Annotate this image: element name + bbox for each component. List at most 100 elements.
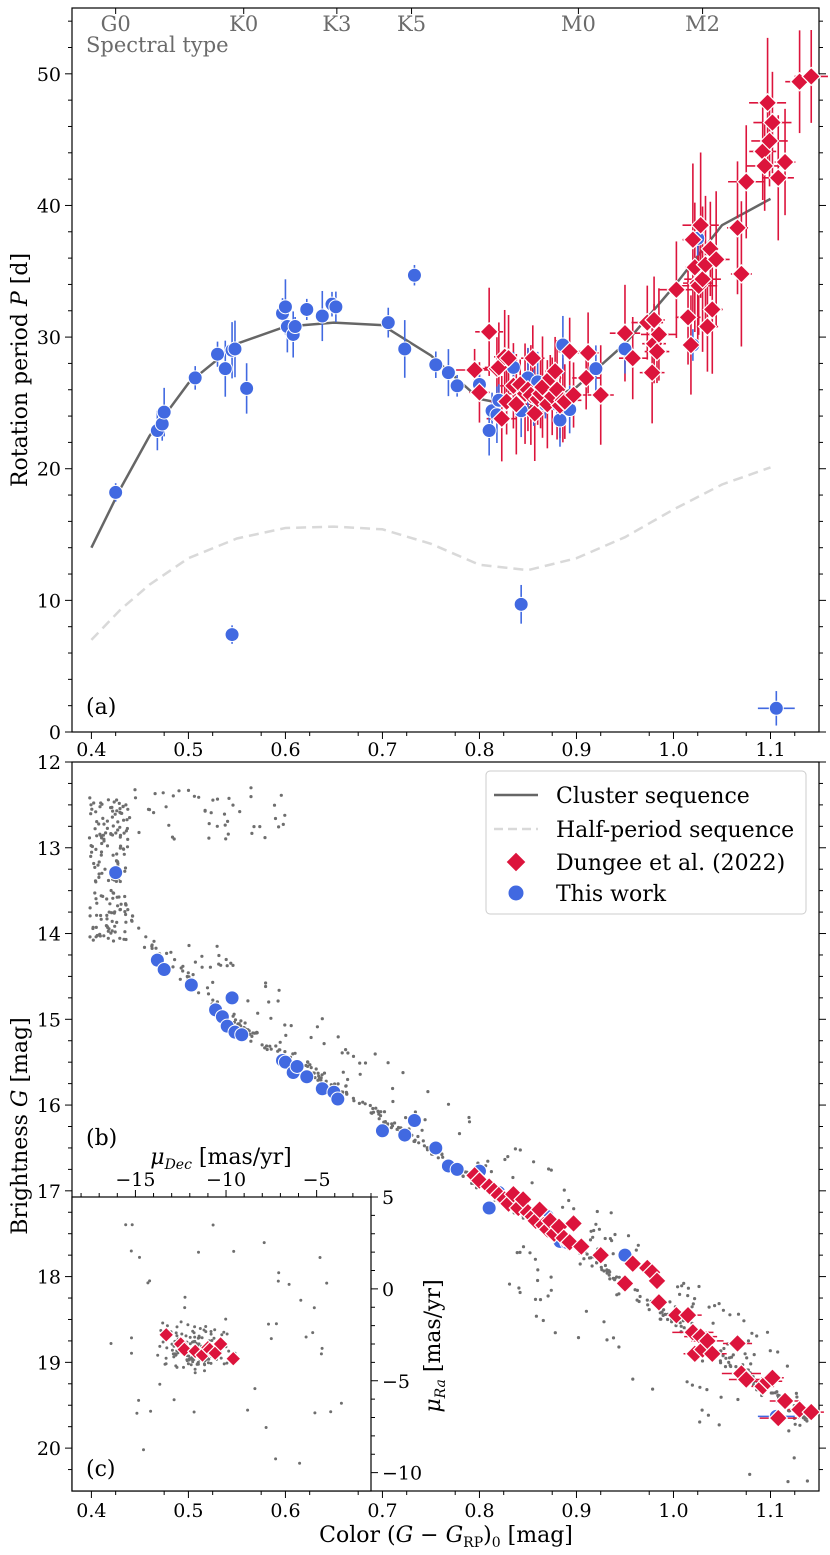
cluster-member-point <box>518 1250 522 1254</box>
spectral-type-label: K3 <box>322 12 351 36</box>
cluster-member-point <box>562 1188 566 1192</box>
cluster-member-point <box>197 1335 201 1339</box>
cluster-member-point <box>204 1325 208 1328</box>
cluster-member-point <box>358 1072 362 1076</box>
cluster-member-point <box>513 1147 518 1151</box>
panel-a-y-label-suffix: [d] <box>8 253 33 291</box>
cluster-member-point <box>284 1033 288 1037</box>
cluster-member-point <box>117 895 121 899</box>
cluster-member-point <box>149 1409 153 1413</box>
cluster-member-point <box>187 1354 191 1358</box>
cluster-member-point <box>613 1276 617 1281</box>
cluster-member-point <box>98 805 102 809</box>
cluster-member-point <box>231 963 235 968</box>
cluster-member-point <box>123 894 127 899</box>
cluster-member-point <box>521 1245 526 1249</box>
cluster-member-point <box>317 1074 321 1078</box>
cluster-member-point <box>125 845 130 849</box>
cluster-member-point <box>222 1362 226 1366</box>
panel-b-label: (b) <box>86 1126 117 1151</box>
this-work-point <box>380 315 396 331</box>
cluster-member-point <box>391 1086 395 1091</box>
cluster-member-point <box>148 1279 152 1283</box>
cluster-member-point <box>152 811 156 815</box>
panel-b-y-label-suffix: [mag] <box>8 1017 33 1089</box>
cluster-member-point <box>283 1023 287 1027</box>
dungee-point <box>681 335 701 355</box>
cluster-member-point <box>211 798 215 802</box>
cluster-member-point <box>146 1281 150 1285</box>
cluster-member-point <box>590 1264 594 1268</box>
dungee-point <box>157 1326 175 1344</box>
this-work-point <box>183 977 199 993</box>
cluster-member-point <box>798 1423 802 1427</box>
cluster-member-point <box>602 1320 606 1324</box>
cluster-member-point <box>126 807 130 811</box>
cluster-member-point <box>743 1352 747 1356</box>
cluster-member-point <box>304 1335 308 1339</box>
this-work-point <box>287 319 303 335</box>
cluster-member-point <box>100 871 104 875</box>
cluster-member-point <box>785 1364 790 1368</box>
cluster-member-point <box>116 904 120 908</box>
cluster-member-point <box>440 1152 444 1157</box>
cluster-member-point <box>183 1295 187 1299</box>
cluster-member-point <box>391 1099 395 1104</box>
cluster-member-point <box>186 1323 190 1327</box>
cluster-member-point <box>538 1298 543 1302</box>
cluster-member-point <box>268 1044 272 1048</box>
cluster-member-point <box>446 1102 451 1106</box>
cluster-member-point <box>339 1401 343 1405</box>
cluster-member-point <box>728 1313 732 1317</box>
cluster-member-point <box>589 1229 593 1233</box>
cluster-member-point <box>549 1288 553 1292</box>
cluster-member-point <box>89 812 93 816</box>
cluster-member-point <box>717 1423 721 1427</box>
cluster-member-point <box>345 1091 349 1095</box>
cluster-member-point <box>184 1334 188 1338</box>
cluster-member-point <box>773 1391 777 1395</box>
cluster-member-point <box>209 1361 213 1365</box>
cluster-member-point <box>180 1332 184 1336</box>
cluster-member-point <box>172 1355 176 1359</box>
cluster-member-point <box>133 796 138 800</box>
cluster-member-point <box>217 953 221 958</box>
cluster-member-point <box>94 847 98 852</box>
panel-b-y-label-prefix: Brightness <box>8 1107 33 1235</box>
cluster-member-point <box>152 939 156 943</box>
this-work-point <box>428 357 444 373</box>
cluster-member-point <box>311 1331 315 1335</box>
cluster-member-point <box>164 1356 168 1360</box>
cluster-member-point <box>299 1298 303 1302</box>
cluster-member-point <box>578 1262 582 1266</box>
cluster-member-point <box>336 1082 340 1086</box>
cluster-member-point <box>108 902 112 906</box>
legend-dungee-marker <box>505 851 527 873</box>
cluster-member-point <box>417 1141 421 1145</box>
cluster-member-point <box>748 1472 752 1476</box>
cluster-member-point <box>700 1359 705 1363</box>
cluster-member-point <box>112 891 116 895</box>
cluster-member-point <box>94 897 98 901</box>
cluster-member-point <box>486 1159 490 1163</box>
cluster-member-point <box>637 1299 641 1304</box>
dungee-point <box>690 215 711 236</box>
cluster-member-point <box>222 812 227 816</box>
cluster-member-point <box>122 831 126 835</box>
dungee-point <box>642 362 662 383</box>
panel-a-frame <box>71 7 820 733</box>
dungee-point <box>768 1408 789 1428</box>
cluster-member-point <box>401 1071 405 1075</box>
cluster-member-point <box>124 1223 128 1227</box>
cluster-member-point <box>572 1207 576 1211</box>
cluster-member-point <box>679 1324 683 1328</box>
cluster-member-point <box>193 1367 197 1371</box>
dungee-point <box>522 348 543 369</box>
cluster-member-point <box>207 836 211 840</box>
cluster-member-point <box>161 791 165 795</box>
cluster-member-point <box>626 1234 631 1238</box>
cluster-member-point <box>534 1314 539 1318</box>
y-tick-label: 15 <box>37 1009 61 1031</box>
cluster-member-point <box>600 1268 604 1272</box>
cluster-member-point <box>211 980 215 985</box>
